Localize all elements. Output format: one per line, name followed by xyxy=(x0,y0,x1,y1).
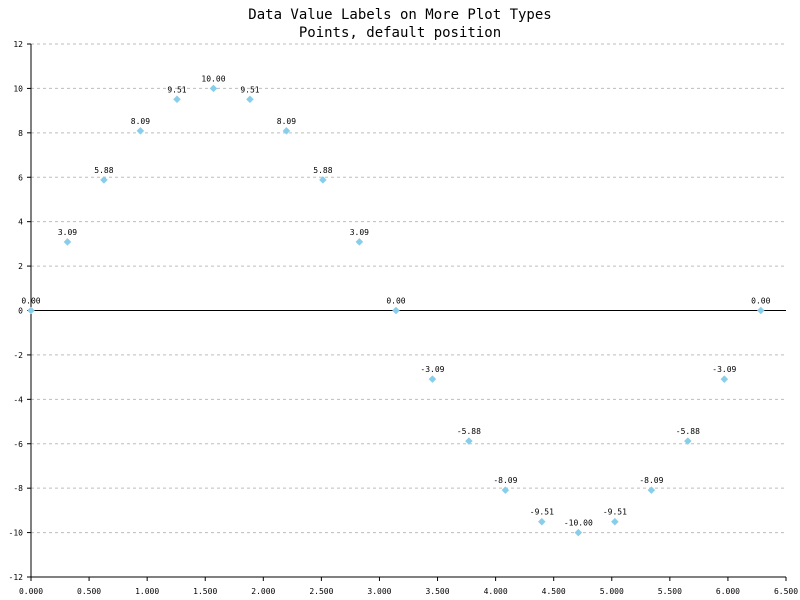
y-tick-label: 4 xyxy=(18,218,23,227)
x-tick-label: 2.000 xyxy=(251,587,275,596)
y-tick-label: 2 xyxy=(18,262,23,271)
data-point xyxy=(173,95,181,104)
data-label: -10.00 xyxy=(564,519,593,528)
x-tick-label: 6.500 xyxy=(774,587,798,596)
data-point xyxy=(537,517,546,526)
data-label: 3.09 xyxy=(58,228,77,237)
data-point xyxy=(501,486,510,495)
data-point xyxy=(319,176,327,184)
y-axis-ticks: -12 -10 -8 -6 -4 -2 0 2 4 6 8 10 12 xyxy=(9,40,31,582)
y-tick-label: -6 xyxy=(13,440,23,449)
data-point xyxy=(428,375,437,383)
x-tick-label: 5.500 xyxy=(658,587,682,596)
data-point xyxy=(574,528,583,537)
data-point xyxy=(647,486,656,495)
data-label: 5.88 xyxy=(94,166,113,175)
y-tick-label: 8 xyxy=(18,129,23,138)
data-point xyxy=(392,306,400,315)
data-label: -5.88 xyxy=(457,427,481,436)
data-point xyxy=(136,126,145,135)
data-label: 9.51 xyxy=(167,85,186,94)
data-point xyxy=(355,238,364,246)
data-label: 8.09 xyxy=(277,117,296,126)
data-point xyxy=(100,176,108,184)
x-tick-label: 6.000 xyxy=(716,587,740,596)
y-tick-label: 6 xyxy=(18,173,23,182)
y-tick-label: -4 xyxy=(13,395,23,404)
data-point xyxy=(209,84,218,93)
data-label: -5.88 xyxy=(676,427,700,436)
y-tick-label: -12 xyxy=(9,573,24,582)
chart-title: Data Value Labels on More Plot Types xyxy=(248,7,551,23)
x-tick-label: 2.500 xyxy=(309,587,333,596)
data-point xyxy=(611,517,619,526)
data-point xyxy=(465,437,473,445)
data-label: -8.09 xyxy=(639,476,663,485)
data-point xyxy=(27,306,35,315)
y-tick-label: -2 xyxy=(13,351,23,360)
data-label: 9.51 xyxy=(240,85,259,94)
data-labels: 0.00 3.09 5.88 8.09 9.51 10.00 9.51 8.09 5.88 3.0… xyxy=(21,74,770,527)
y-tick-label: 10 xyxy=(13,84,23,93)
data-label: 0.00 xyxy=(386,297,405,306)
y-tick-label: -10 xyxy=(9,529,24,538)
y-tick-label: 12 xyxy=(13,40,23,49)
data-point xyxy=(246,95,254,104)
x-tick-label: 1.000 xyxy=(135,587,159,596)
data-label: -3.09 xyxy=(712,365,736,374)
x-tick-label: 1.500 xyxy=(193,587,217,596)
x-tick-label: 0.000 xyxy=(19,587,43,596)
data-label: -9.51 xyxy=(530,508,554,517)
data-point xyxy=(756,306,765,315)
chart-subtitle: Points, default position xyxy=(299,25,501,41)
data-point xyxy=(63,238,72,246)
x-tick-label: 3.500 xyxy=(425,587,449,596)
y-tick-label: 0 xyxy=(18,307,23,316)
data-label: 3.09 xyxy=(350,228,369,237)
data-label: 10.00 xyxy=(201,74,225,83)
x-tick-label: 0.500 xyxy=(77,587,101,596)
data-points xyxy=(27,84,765,537)
x-tick-label: 4.000 xyxy=(484,587,508,596)
x-tick-label: 5.000 xyxy=(600,587,624,596)
data-label: -8.09 xyxy=(493,476,517,485)
x-tick-label: 3.000 xyxy=(367,587,391,596)
data-label: -3.09 xyxy=(420,365,444,374)
data-label: -9.51 xyxy=(603,508,627,517)
data-point xyxy=(720,375,729,383)
data-label: 5.88 xyxy=(313,166,332,175)
data-point xyxy=(683,437,692,445)
data-label: 0.00 xyxy=(751,297,770,306)
x-tick-label: 4.500 xyxy=(542,587,566,596)
data-label: 0.00 xyxy=(21,297,40,306)
data-label: 8.09 xyxy=(131,117,150,126)
x-axis-ticks: 0.000 0.500 1.000 1.500 2.000 2.500 3.000 3.500… xyxy=(19,577,798,596)
data-point xyxy=(282,126,291,135)
y-tick-label: -8 xyxy=(13,484,23,493)
